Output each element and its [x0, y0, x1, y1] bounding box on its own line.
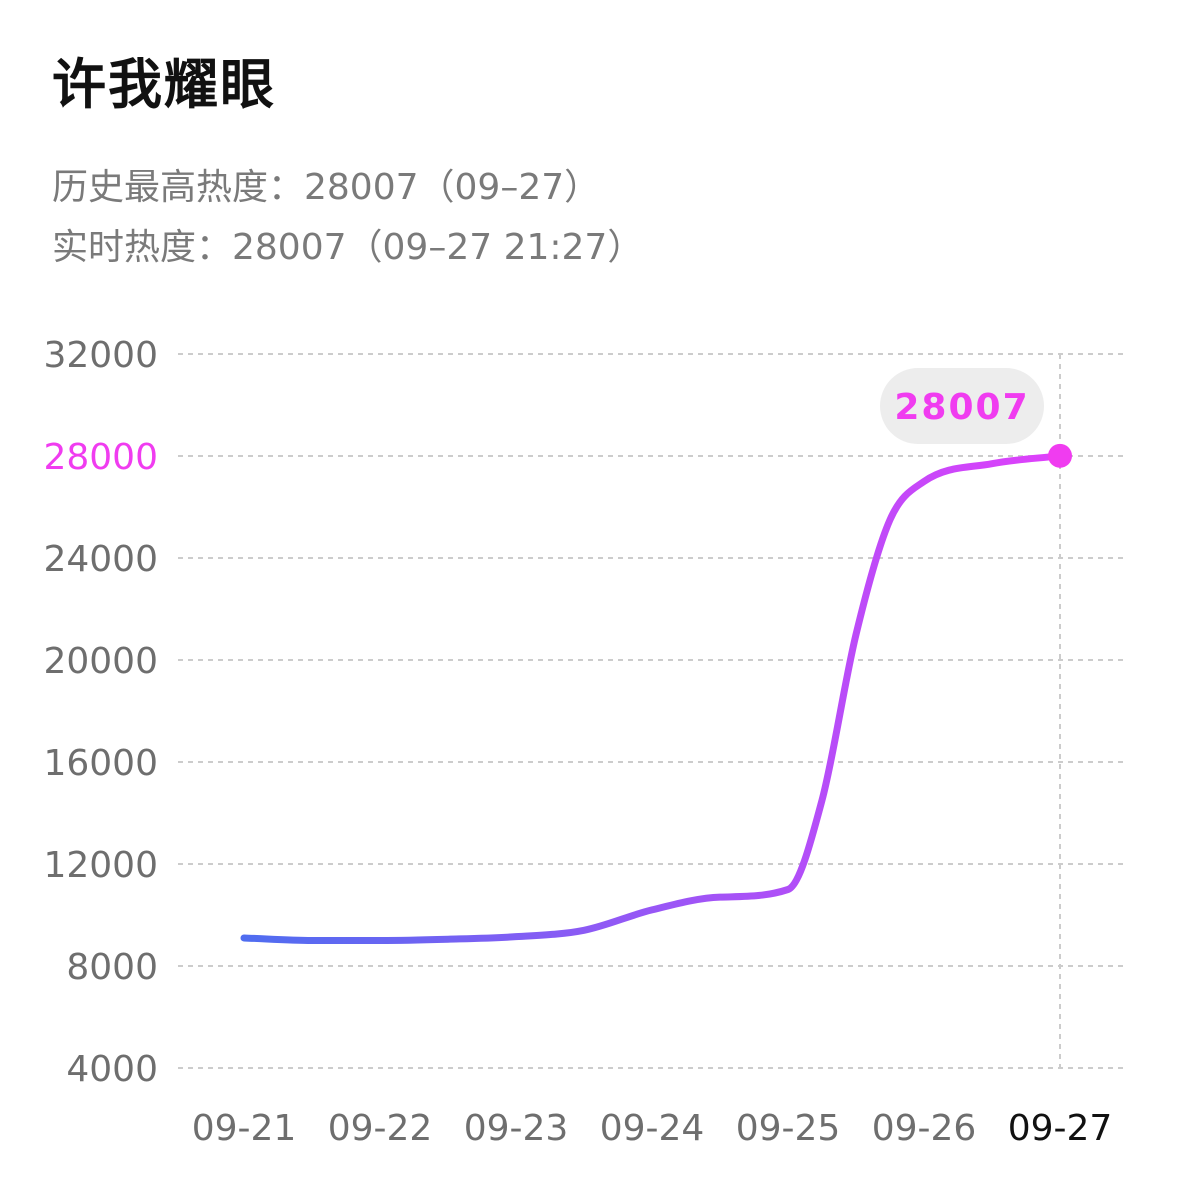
- y-tick-label: 16000: [43, 743, 158, 784]
- series-line: [240, 452, 1064, 945]
- y-tick-label: 8000: [66, 947, 158, 988]
- y-tick-label: 28000: [43, 437, 158, 478]
- y-tick-label: 32000: [43, 335, 158, 376]
- y-tick-label: 12000: [43, 845, 158, 886]
- y-tick-label: 4000: [66, 1049, 158, 1090]
- y-axis: 32000 28000 24000 20000 16000 12000 8000 4000: [43, 335, 158, 1090]
- peak-heat-label: 历史最高热度：28007（09–27）: [52, 167, 601, 208]
- data-point: [513, 934, 519, 940]
- y-tick-label: 24000: [43, 539, 158, 580]
- data-point: [581, 927, 587, 933]
- x-tick-label: 09-22: [328, 1108, 433, 1149]
- x-axis: 09-21 09-22 09-23 09-24 09-25 09-26 09-27: [192, 1108, 1113, 1149]
- series-line-group: [240, 452, 1064, 945]
- y-tick-label: 20000: [43, 641, 158, 682]
- x-tick-label: 09-23: [464, 1108, 569, 1149]
- data-point: [649, 907, 655, 913]
- data-point: [445, 936, 451, 942]
- annotation-group: 28007: [880, 368, 1072, 468]
- data-point: [309, 938, 315, 944]
- latest-point-dot: [1048, 443, 1072, 468]
- x-tick-label: 09-21: [192, 1108, 297, 1149]
- value-badge-label: 28007: [894, 387, 1029, 428]
- page-title: 许我耀眼: [52, 53, 276, 116]
- x-tick-label: 09-26: [872, 1108, 977, 1149]
- value-badge: [880, 368, 1044, 444]
- x-tick-label: 09-24: [600, 1108, 705, 1149]
- data-point: [377, 938, 383, 944]
- data-point: [819, 797, 825, 803]
- data-point: [853, 632, 859, 638]
- data-point: [717, 894, 723, 900]
- realtime-heat-label: 实时热度：28007（09–27 21:27）: [52, 227, 644, 268]
- data-point: [785, 887, 791, 893]
- x-tick-label: 09-27: [1008, 1108, 1113, 1149]
- data-point: [887, 517, 893, 523]
- x-tick-label: 09-25: [736, 1108, 841, 1149]
- data-point: [241, 935, 247, 941]
- data-point: [989, 461, 995, 467]
- grid-lines: [178, 353, 1125, 1069]
- data-point: [921, 479, 927, 485]
